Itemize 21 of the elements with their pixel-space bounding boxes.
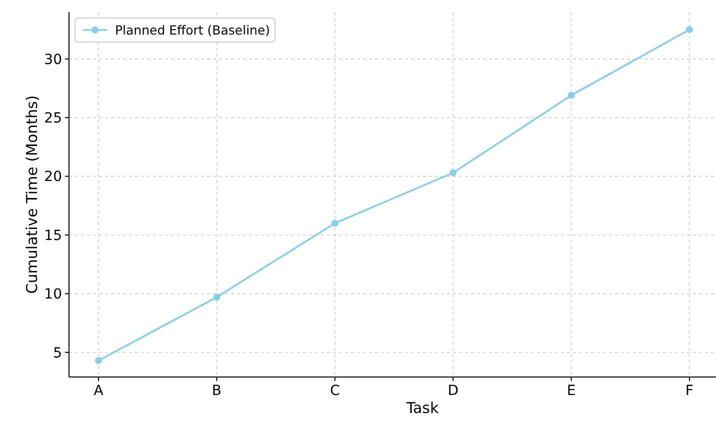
x-tick-label: C xyxy=(330,383,340,399)
x-tick-label: E xyxy=(566,383,576,399)
x-tick-label: F xyxy=(685,383,694,399)
x-tick-label: D xyxy=(448,383,458,399)
point xyxy=(95,357,102,364)
x-axis-title: Task xyxy=(405,399,439,417)
y-tick-label: 30 xyxy=(44,52,62,68)
point xyxy=(331,220,338,227)
y-tick-label: 5 xyxy=(53,345,62,362)
x-tick-label: A xyxy=(94,383,104,399)
y-tick-label: 20 xyxy=(44,169,62,186)
y-axis-title: Cumulative Time (Months) xyxy=(23,95,41,294)
point xyxy=(568,92,575,99)
y-tick-label: 15 xyxy=(44,228,62,244)
y-tick-label: 10 xyxy=(44,286,62,303)
y-tick-label: 25 xyxy=(44,110,62,127)
point xyxy=(686,26,693,34)
point xyxy=(450,169,457,176)
x-tick-label: B xyxy=(212,383,222,399)
legend-label: Planned Effort (Baseline) xyxy=(115,22,270,38)
point xyxy=(213,294,220,301)
